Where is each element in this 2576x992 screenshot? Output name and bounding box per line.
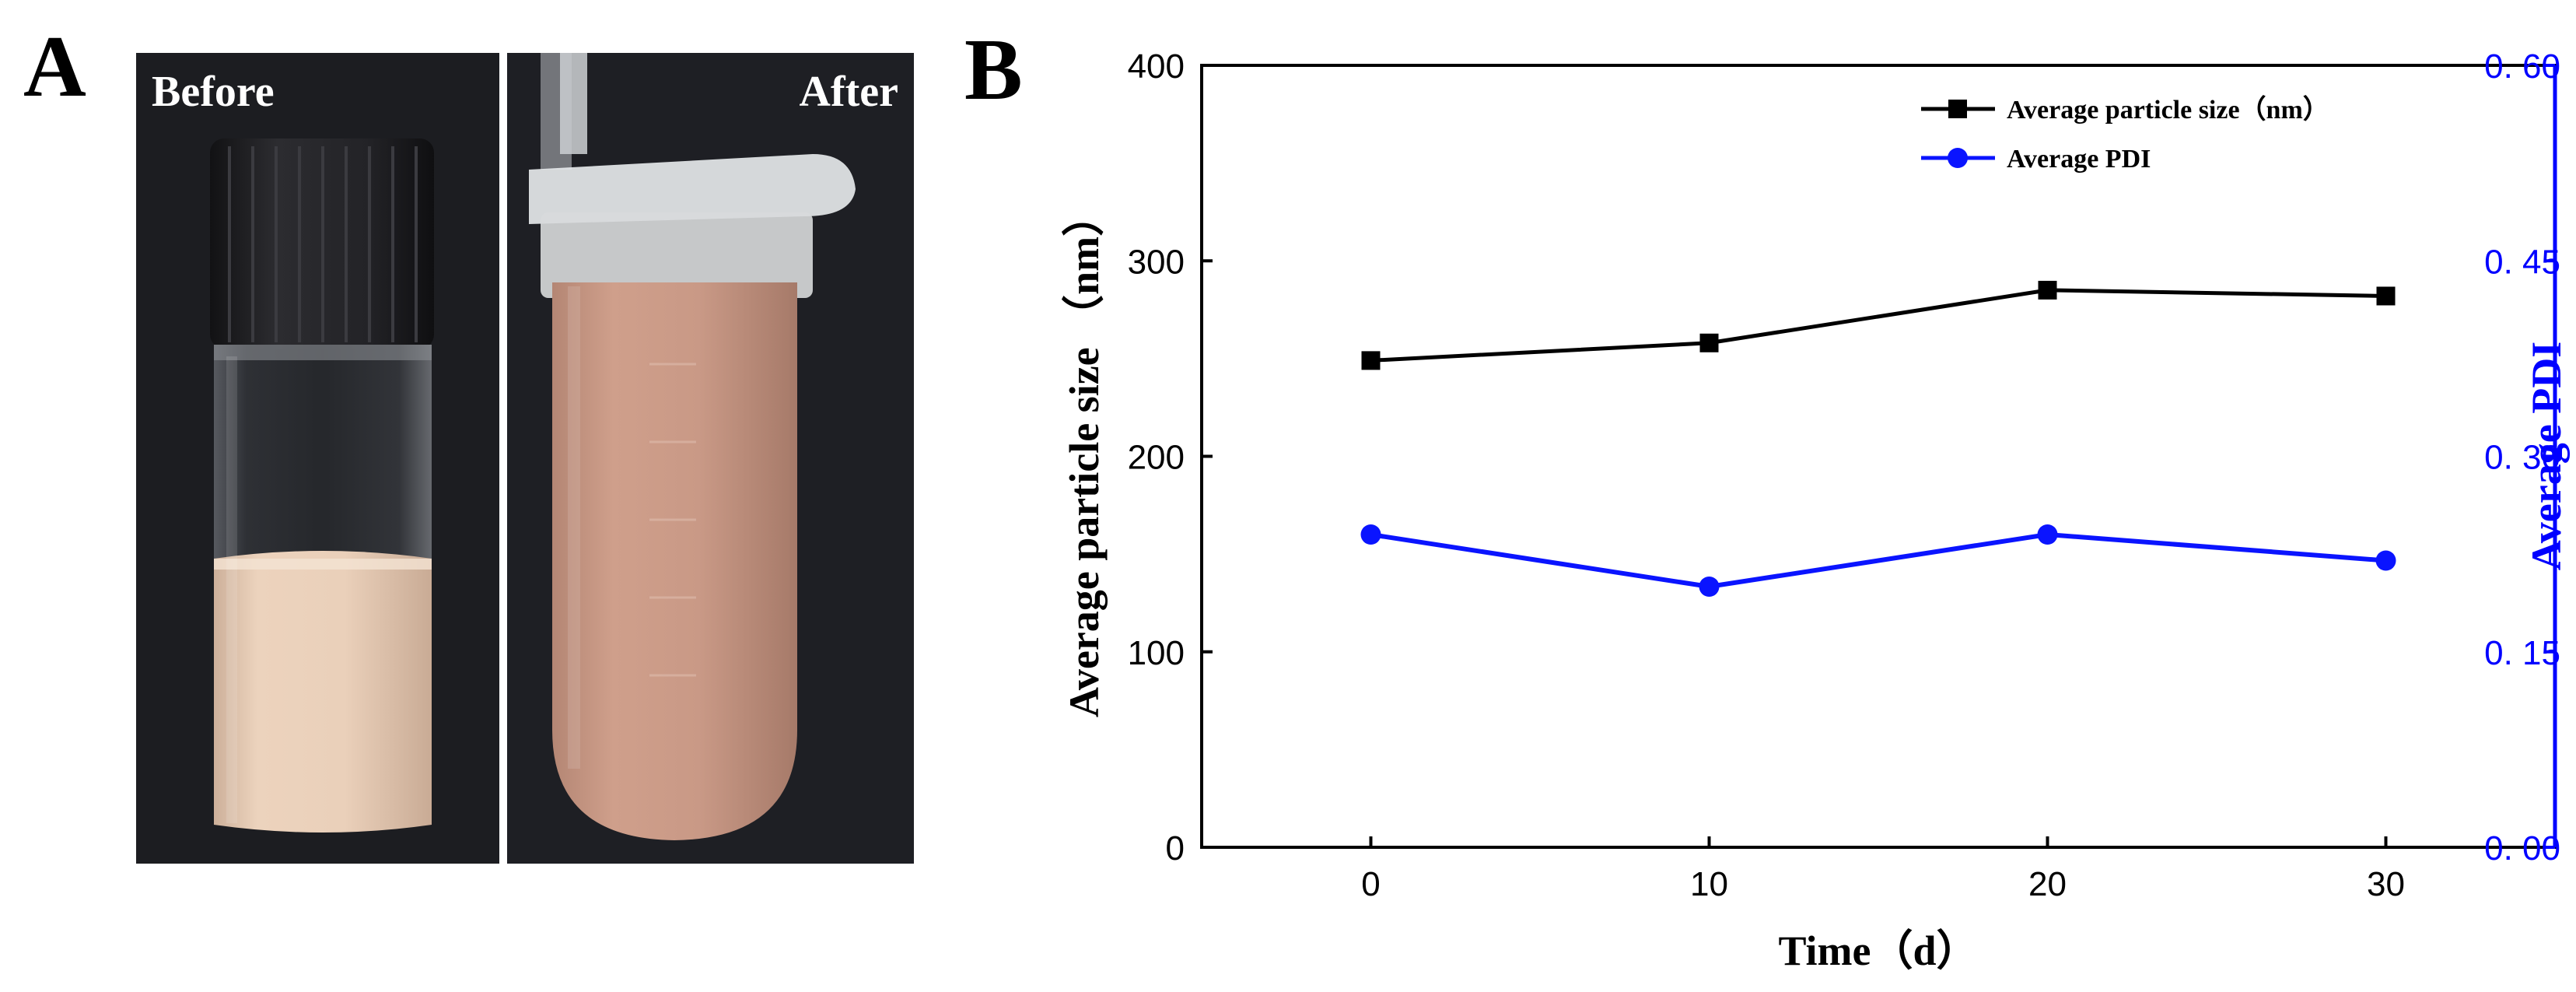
panel-a-letter: A [23, 19, 86, 115]
x-tick-label: 10 [1690, 865, 1728, 903]
data-point-particle-size [1699, 333, 1719, 352]
right-y-tick-label: 0. 30 [2484, 439, 2560, 477]
left-y-tick-label: 0 [1166, 829, 1185, 868]
tube-lid [529, 154, 856, 224]
before-label: Before [152, 68, 275, 116]
left-y-axis: 0 100 200 300 400 [1128, 47, 1213, 868]
legend-marker-size [1948, 100, 1967, 118]
right-y-tick-label: 0. 15 [2484, 634, 2560, 672]
photo-divider [499, 53, 507, 864]
legend: Average particle size（nm） Average PDI [1921, 94, 2329, 174]
legend-label-pdi: Average PDI [2007, 145, 2151, 174]
series-line-pdi [1370, 531, 2386, 590]
right-y-axis [2544, 64, 2555, 849]
right-y-tick-label: 0. 60 [2484, 47, 2560, 86]
x-tick-label: 30 [2367, 865, 2405, 903]
legend-marker-pdi [1948, 148, 1968, 168]
data-point-pdi [2375, 550, 2396, 571]
right-y-axis-label: Average PDI [2523, 342, 2570, 570]
data-point-pdi [2037, 524, 2058, 545]
left-y-tick-label: 400 [1128, 47, 1185, 86]
after-label: After [800, 68, 898, 116]
stability-chart: 0 100 200 300 400 0 10 20 30 Time（d） Average pa… [1061, 47, 2570, 974]
right-y-tick-label: 0. 45 [2484, 243, 2560, 281]
data-point-particle-size [1361, 351, 1381, 370]
data-point-particle-size [2376, 286, 2396, 306]
x-axis: 0 10 20 30 [1361, 836, 2405, 903]
left-y-axis-label: Average particle size （nm） [1061, 195, 1108, 717]
vial-before [210, 138, 434, 833]
legend-label-size: Average particle size（nm） [2007, 94, 2329, 124]
right-y-tick-label: 0. 00 [2484, 829, 2560, 868]
vial-glass [214, 345, 432, 563]
panel-b-letter: B [964, 22, 1023, 118]
chart-series [1360, 280, 2396, 597]
vial-emulsion [214, 551, 432, 833]
x-tick-label: 20 [2028, 865, 2067, 903]
left-y-tick-label: 200 [1128, 439, 1185, 477]
tube-emulsion [552, 282, 797, 840]
emulsion-photo: Before After [136, 53, 914, 864]
left-y-tick-label: 100 [1128, 634, 1185, 672]
right-y-tick-label-layer: 0. 00 0. 15 0. 30 0. 45 0. 60 [2484, 47, 2560, 868]
left-y-tick-label: 300 [1128, 243, 1185, 281]
data-point-pdi [1699, 577, 1720, 597]
x-tick-label: 0 [1361, 865, 1380, 903]
data-point-pdi [1360, 524, 1381, 545]
x-axis-label: Time（d） [1778, 927, 1978, 974]
data-point-particle-size [2038, 280, 2057, 300]
series-line-particle-size [1370, 288, 2386, 363]
tube-after [529, 53, 856, 840]
